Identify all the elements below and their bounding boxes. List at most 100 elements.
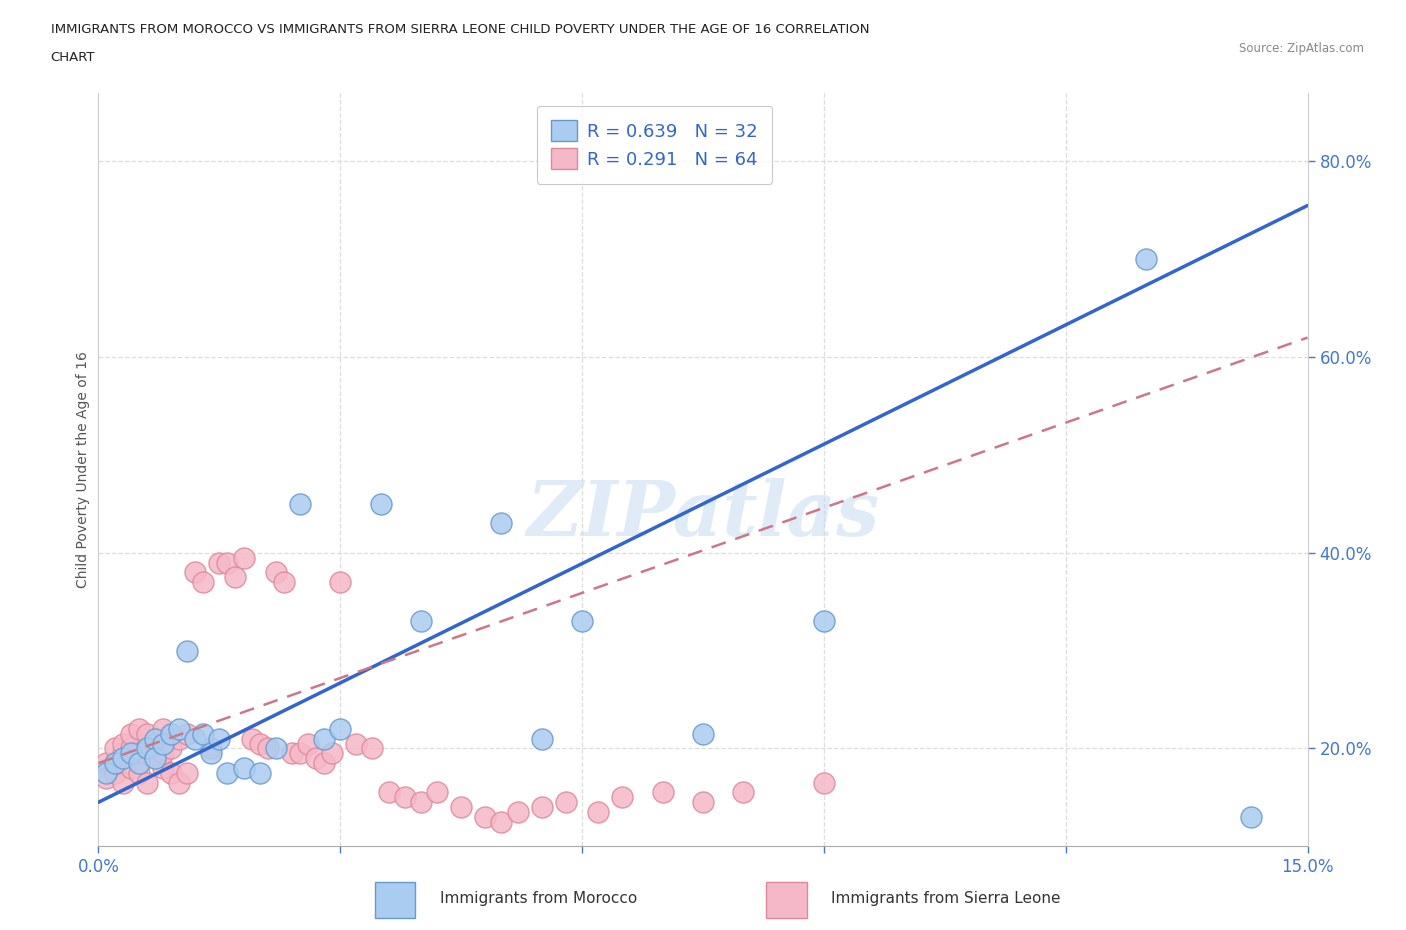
Point (813, 614, 835, 629)
Point (160, 726, 183, 741)
Point (530, 731, 553, 746)
Point (240, 731, 263, 746)
Point (128, 722, 150, 737)
Point (176, 644, 198, 658)
Text: Immigrants from Morocco: Immigrants from Morocco (440, 891, 637, 906)
Point (249, 765, 271, 780)
Point (321, 746, 343, 761)
FancyBboxPatch shape (766, 882, 807, 918)
Point (506, 804, 529, 819)
Point (120, 761, 142, 776)
Point (152, 761, 174, 776)
Point (314, 756, 336, 771)
Point (264, 565, 287, 579)
Point (160, 765, 183, 780)
Point (256, 741, 278, 756)
Point (377, 785, 399, 800)
Point (128, 756, 150, 771)
Point (176, 765, 198, 780)
Point (143, 731, 166, 746)
Text: ZIPatlas: ZIPatlas (526, 478, 880, 551)
Point (152, 737, 174, 751)
Point (120, 746, 142, 761)
Point (224, 570, 246, 585)
Point (249, 737, 271, 751)
Point (167, 776, 190, 790)
Point (450, 800, 472, 815)
Point (329, 575, 352, 590)
Point (491, 516, 513, 531)
Point (409, 795, 432, 810)
Point (474, 809, 496, 824)
Point (217, 555, 239, 570)
Point (128, 756, 150, 771)
Point (103, 756, 125, 771)
Point (143, 737, 166, 751)
Point (152, 722, 174, 737)
Point (111, 746, 134, 761)
Point (370, 497, 392, 512)
Point (217, 765, 239, 780)
Text: CHART: CHART (51, 51, 96, 64)
Point (200, 746, 222, 761)
Point (120, 726, 142, 741)
Point (813, 776, 835, 790)
Point (135, 726, 157, 741)
Point (111, 776, 134, 790)
Point (152, 746, 174, 761)
Point (1240, 809, 1263, 824)
Point (103, 765, 125, 780)
Point (273, 575, 295, 590)
Point (612, 790, 634, 804)
Point (264, 741, 287, 756)
FancyBboxPatch shape (374, 882, 415, 918)
Point (135, 741, 157, 756)
Point (571, 614, 593, 629)
Point (193, 575, 215, 590)
Point (297, 737, 319, 751)
Text: IMMIGRANTS FROM MOROCCO VS IMMIGRANTS FROM SIERRA LEONE CHILD POVERTY UNDER THE : IMMIGRANTS FROM MOROCCO VS IMMIGRANTS FR… (51, 23, 869, 36)
Point (200, 741, 222, 756)
Point (692, 726, 714, 741)
Point (409, 614, 432, 629)
Point (143, 751, 166, 765)
Point (167, 731, 190, 746)
Point (184, 731, 207, 746)
Point (329, 722, 352, 737)
Point (586, 804, 609, 819)
Point (111, 737, 134, 751)
Y-axis label: Child Poverty Under the Age of 16: Child Poverty Under the Age of 16 (76, 352, 90, 588)
Point (143, 751, 166, 765)
Point (288, 497, 311, 512)
Point (314, 731, 336, 746)
Text: Immigrants from Sierra Leone: Immigrants from Sierra Leone (831, 891, 1060, 906)
Point (288, 746, 311, 761)
Text: Source: ZipAtlas.com: Source: ZipAtlas.com (1239, 42, 1364, 55)
Point (208, 731, 231, 746)
Point (281, 746, 304, 761)
Point (394, 790, 416, 804)
Point (111, 751, 134, 765)
Point (135, 776, 157, 790)
Legend: R = 0.639   N = 32, R = 0.291   N = 64: R = 0.639 N = 32, R = 0.291 N = 64 (537, 106, 772, 183)
Point (361, 741, 384, 756)
Point (426, 785, 449, 800)
Point (135, 741, 157, 756)
Point (167, 722, 190, 737)
Point (651, 785, 673, 800)
Point (208, 555, 231, 570)
Point (193, 726, 215, 741)
Point (96, 770, 118, 785)
Point (491, 815, 513, 830)
Point (160, 741, 183, 756)
Point (733, 785, 755, 800)
Point (232, 551, 254, 565)
Point (555, 795, 578, 810)
Point (120, 741, 142, 756)
Point (344, 737, 367, 751)
Point (305, 751, 328, 765)
Point (1135, 252, 1157, 267)
Point (103, 741, 125, 756)
Point (128, 765, 150, 780)
Point (232, 761, 254, 776)
